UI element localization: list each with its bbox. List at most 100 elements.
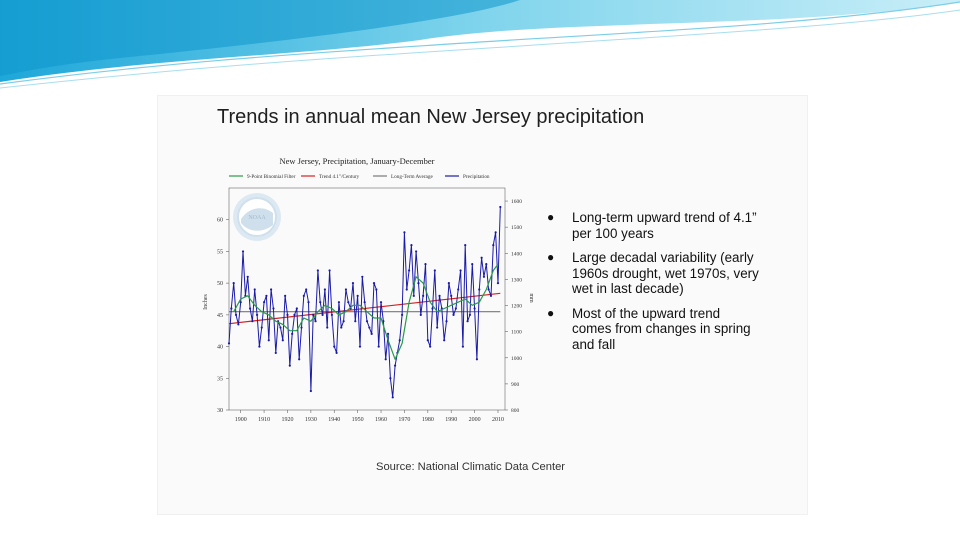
data-point xyxy=(489,294,493,297)
data-point xyxy=(459,269,462,272)
slide-content-panel xyxy=(157,95,808,515)
data-point xyxy=(272,307,275,310)
legend-label: Long-Term Average xyxy=(391,174,433,180)
y2-axis-label: mm xyxy=(528,293,534,303)
data-point xyxy=(288,364,291,367)
data-point xyxy=(232,282,235,285)
y2-tick-label: 1300 xyxy=(511,277,522,283)
data-point xyxy=(478,288,481,291)
svg-text:NOAA: NOAA xyxy=(248,215,266,221)
data-point xyxy=(248,307,252,310)
data-point xyxy=(265,294,268,297)
data-point xyxy=(424,263,427,266)
data-point xyxy=(358,345,362,348)
data-point xyxy=(262,301,266,304)
data-point xyxy=(461,345,464,348)
data-point xyxy=(466,320,469,323)
precipitation-chart: New Jersey, Precipitation, January-Decem… xyxy=(203,156,534,423)
data-point xyxy=(473,307,476,310)
data-point xyxy=(377,345,380,348)
data-point xyxy=(419,313,422,316)
legend-label: Precipitation xyxy=(463,174,490,180)
x-tick-label: 1990 xyxy=(445,417,457,423)
data-point xyxy=(494,231,497,234)
y2-tick-label: 1400 xyxy=(511,251,522,257)
data-point xyxy=(417,282,420,285)
data-point xyxy=(447,282,450,285)
x-tick-label: 1980 xyxy=(422,417,434,423)
chart-series-layer xyxy=(227,205,502,399)
bullet-dot: ● xyxy=(547,250,555,264)
data-point xyxy=(482,275,486,278)
data-point xyxy=(422,294,425,297)
legend-label: 9-Point Binomial Filter xyxy=(247,174,296,180)
data-point xyxy=(351,282,355,285)
data-point xyxy=(237,323,240,326)
data-point xyxy=(475,358,479,361)
bullet-item: ● Long-term upward trend of 4.1” per 100 … xyxy=(544,210,759,241)
y-tick-label: 50 xyxy=(217,281,223,287)
data-point xyxy=(234,313,238,316)
y2-tick-label: 1000 xyxy=(511,356,522,362)
y-tick-label: 40 xyxy=(217,345,223,351)
chart-legend: 9-Point Binomial Filter Trend 4.1"/Centur… xyxy=(229,174,490,180)
y2-tick-label: 900 xyxy=(511,382,520,388)
data-point xyxy=(464,243,467,247)
data-point xyxy=(279,326,282,329)
data-point xyxy=(298,358,301,361)
data-point xyxy=(363,301,366,304)
y-tick-label: 45 xyxy=(217,313,223,319)
data-point xyxy=(412,294,415,297)
x-tick-label: 1970 xyxy=(398,417,410,423)
data-point xyxy=(260,326,263,329)
bullet-text: Long-term upward trend of 4.1” per 100 y… xyxy=(572,210,757,241)
data-point xyxy=(340,326,343,329)
data-point xyxy=(337,301,341,304)
y-tick-label: 35 xyxy=(217,376,223,382)
noaa-logo: NOAA xyxy=(233,193,281,241)
data-point xyxy=(436,326,439,329)
y2-tick-label: 1600 xyxy=(511,199,522,205)
chart-axes: 1900 1910 1920 1930 1940 1950 1960 1970 1980 1990… xyxy=(217,199,522,423)
data-point xyxy=(457,288,460,291)
data-point xyxy=(241,250,245,253)
data-point xyxy=(326,326,329,329)
data-point xyxy=(319,301,322,304)
bullet-item: ● Most of the upward trend comes from cha… xyxy=(544,306,759,353)
data-point xyxy=(485,263,488,266)
x-tick-label: 1960 xyxy=(375,417,387,423)
bullet-dot: ● xyxy=(547,210,555,224)
data-point xyxy=(426,339,429,342)
wave-highlight xyxy=(0,0,520,76)
data-point xyxy=(365,320,369,323)
y-tick-label: 55 xyxy=(217,249,223,255)
data-point xyxy=(398,339,401,342)
x-tick-label: 1900 xyxy=(235,417,247,423)
data-point xyxy=(230,307,233,310)
data-point xyxy=(445,320,448,323)
data-point xyxy=(342,320,345,323)
data-point xyxy=(429,345,432,348)
data-point xyxy=(431,307,434,310)
data-point xyxy=(433,269,436,272)
data-point xyxy=(344,288,348,291)
x-tick-label: 1940 xyxy=(328,417,340,423)
data-point xyxy=(389,377,392,380)
data-point xyxy=(452,313,455,316)
x-tick-label: 1930 xyxy=(305,417,317,423)
data-point xyxy=(302,294,305,297)
data-point xyxy=(443,339,446,342)
data-point xyxy=(499,205,502,209)
data-point xyxy=(379,301,383,304)
x-tick-label: 1920 xyxy=(281,417,293,423)
data-point xyxy=(323,288,326,291)
data-point xyxy=(251,320,254,323)
x-tick-label: 2010 xyxy=(492,417,504,423)
data-point xyxy=(305,288,308,291)
series-line-9-point-binomial-filter xyxy=(233,263,499,360)
data-point xyxy=(487,288,490,291)
data-point xyxy=(253,288,256,291)
slide-title: Trends in annual mean New Jersey precipi… xyxy=(217,106,645,128)
bullet-text: Large decadal variability (early 1960s d… xyxy=(572,250,759,296)
data-point xyxy=(330,313,334,316)
